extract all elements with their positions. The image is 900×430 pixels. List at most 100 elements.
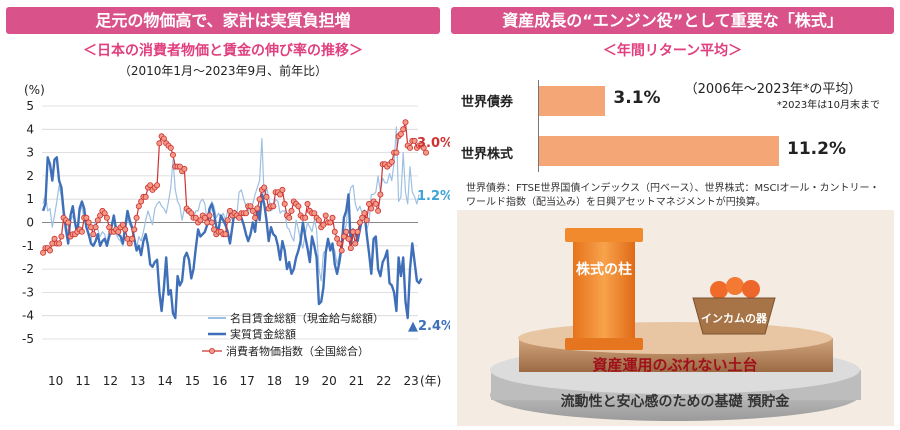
cpi-point xyxy=(336,240,343,247)
series-line-2 xyxy=(42,121,427,254)
cpi-point xyxy=(138,198,145,205)
cpi-point xyxy=(115,228,122,235)
cpi-point xyxy=(397,131,404,138)
cpi-point xyxy=(256,196,263,203)
cpi-point xyxy=(356,219,363,226)
cpi-point xyxy=(368,205,375,212)
cpi-point xyxy=(208,219,215,226)
cpi-point xyxy=(286,214,293,221)
y-tick-label: -1 xyxy=(22,239,34,253)
annotation-cpi-latest: 3.0% xyxy=(417,136,450,151)
cpi-point xyxy=(247,203,254,210)
cpi-point xyxy=(388,158,395,165)
y-tick-label: 2 xyxy=(26,169,34,183)
basket-label: インカムの器 xyxy=(701,312,768,325)
y-tick-label: -2 xyxy=(22,262,34,276)
bar-value-bonds: 3.1% xyxy=(613,88,661,108)
cpi-point xyxy=(51,235,58,242)
bar-axis xyxy=(538,80,539,172)
bar-equities xyxy=(539,136,779,166)
x-tick-label: 18 xyxy=(267,374,282,388)
x-tick-label: 17 xyxy=(239,374,254,388)
x-tick-label: 12 xyxy=(103,374,118,388)
x-axis-ticks: 10 11 12 13 14 15 16 17 18 19 20 21 22 23 xyxy=(48,374,419,388)
cpi-point xyxy=(106,224,113,231)
x-tick-label: 10 xyxy=(48,374,63,388)
line-chart-period-note: （2010年1月～2023年9月、前年比） xyxy=(118,64,328,78)
y-tick-label: -5 xyxy=(22,332,34,346)
cpi-point xyxy=(304,200,311,207)
cpi-point xyxy=(288,207,295,214)
x-tick-label: 14 xyxy=(157,374,172,388)
cpi-point xyxy=(340,233,347,240)
cpi-point xyxy=(377,191,384,198)
basket-fruit xyxy=(742,280,760,298)
cpi-point xyxy=(156,140,163,147)
basket-fruit xyxy=(710,281,728,299)
platform-label: 資産運用のぶれない土台 xyxy=(592,356,757,374)
y-tick-label: 3 xyxy=(26,146,34,160)
cpi-point xyxy=(201,214,208,221)
x-axis-label: (年) xyxy=(420,374,441,388)
cpi-point xyxy=(252,214,259,221)
cpi-point xyxy=(331,228,338,235)
cpi-point xyxy=(295,203,302,210)
cpi-point xyxy=(334,235,341,242)
cpi-point xyxy=(375,207,382,214)
cpi-point xyxy=(192,214,199,221)
y-tick-label: 0 xyxy=(26,216,34,230)
bar-value-equities: 11.2% xyxy=(787,139,846,159)
cpi-point xyxy=(103,214,110,221)
cpi-point xyxy=(135,203,142,210)
cpi-point xyxy=(160,135,167,142)
cpi-point xyxy=(329,214,336,221)
income-basket xyxy=(692,297,776,335)
cpi-point xyxy=(92,224,99,231)
cpi-point xyxy=(263,193,270,200)
y-tick-label: -3 xyxy=(22,285,34,299)
y-tick-label: 5 xyxy=(26,99,34,113)
cpi-point xyxy=(83,214,90,221)
annotation-nominal-latest: 1.2% xyxy=(417,189,450,204)
y-axis-label: (%) xyxy=(24,83,45,97)
x-tick-label: 11 xyxy=(75,374,90,388)
cpi-point xyxy=(58,233,65,240)
cpi-point xyxy=(65,219,72,226)
x-tick-label: 22 xyxy=(376,374,391,388)
legend-label-nominal-wage: 名目賃金総額（現金給与総額） xyxy=(230,311,384,325)
basket-fruit xyxy=(726,277,744,295)
cpi-point xyxy=(78,228,85,235)
cpi-point xyxy=(322,212,329,219)
x-tick-label: 21 xyxy=(349,374,364,388)
cpi-point xyxy=(352,240,359,247)
cpi-point xyxy=(169,151,176,158)
y-axis-ticks: 5 4 3 2 1 0 -1 -2 -3 -4 -5 xyxy=(22,99,34,346)
cpi-point xyxy=(206,212,213,219)
x-tick-label: 20 xyxy=(321,374,336,388)
asset-structure-illustration: 流動性と安心感のための基礎 預貯金 資産運用のぶれない土台 株式の柱 インカムの… xyxy=(457,210,894,426)
right-panel-header: 資産成長の“エンジン役”として重要な「株式」 xyxy=(451,7,894,34)
cpi-point xyxy=(311,210,318,217)
legend-label-cpi: 消費者物価指数（全国総合） xyxy=(226,344,369,358)
cpi-point xyxy=(119,221,126,228)
cpi-point xyxy=(90,231,97,238)
cpi-point xyxy=(122,226,129,233)
cpi-point xyxy=(236,214,243,221)
series-line-1 xyxy=(41,156,423,320)
equity-pillar-capital xyxy=(565,228,643,242)
cpi-point xyxy=(363,217,370,224)
cpi-point xyxy=(40,249,47,256)
x-tick-label: 19 xyxy=(294,374,309,388)
cpi-point xyxy=(279,186,286,193)
cpi-point xyxy=(181,165,188,172)
x-tick-label: 16 xyxy=(212,374,227,388)
cpi-point xyxy=(154,182,161,189)
cpi-point xyxy=(402,119,409,126)
cpi-point xyxy=(302,214,309,221)
bar-chart-period-note: （2006年～2023年*の平均） xyxy=(684,82,862,97)
legend-swatch-cpi-marker xyxy=(208,347,215,354)
y-tick-label: 4 xyxy=(26,122,34,136)
series-line-0 xyxy=(42,126,420,282)
bar-bonds xyxy=(539,86,606,116)
